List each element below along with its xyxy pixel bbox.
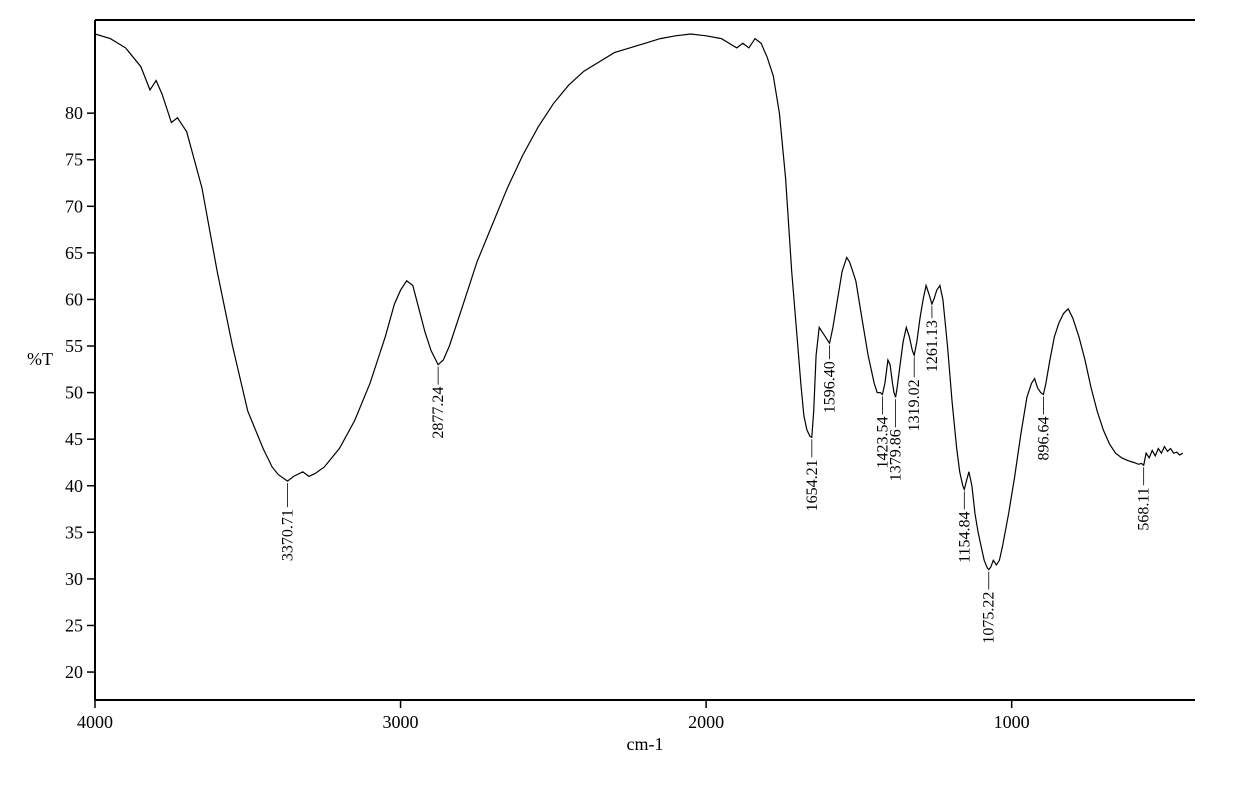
peak-label: 896.64 [1035,416,1052,460]
ytick-label: 80 [65,103,83,123]
ytick-label: 40 [65,476,83,496]
ytick-label: 50 [65,383,83,403]
xtick-label: 3000 [383,712,419,732]
ytick-label: 25 [65,615,83,635]
xtick-label: 2000 [688,712,724,732]
peak-label: 1654.21 [804,459,821,511]
ytick-label: 35 [65,522,83,542]
ytick-label: 60 [65,289,83,309]
peak-label: 568.11 [1136,487,1153,530]
y-axis-label: %T [27,349,53,369]
peak-label: 2877.24 [430,387,447,439]
x-axis-label: cm-1 [627,734,664,754]
xtick-label: 4000 [77,712,113,732]
peak-label: 3370.71 [280,509,297,561]
peak-label: 1379.86 [888,429,905,481]
ytick-label: 65 [65,243,83,263]
peak-label: 1596.40 [822,361,839,413]
peak-label: 1154.84 [956,511,973,562]
ytick-label: 75 [65,150,83,170]
ytick-label: 45 [65,429,83,449]
xtick-label: 1000 [994,712,1030,732]
peak-label: 1075.22 [981,592,998,644]
ytick-label: 70 [65,196,83,216]
ytick-label: 55 [65,336,83,356]
spectrum-svg: 20 25 30 35 40 45 50 55 60 65 70 75 80 4000 3000 2000 10… [0,0,1240,793]
ytick-label: 20 [65,662,83,682]
ir-spectrum-chart: 20 25 30 35 40 45 50 55 60 65 70 75 80 4000 3000 2000 10… [0,0,1240,793]
peak-label: 1319.02 [906,379,923,431]
peak-label: 1261.13 [924,320,941,372]
ytick-label: 30 [65,569,83,589]
spectrum-line [95,34,1183,570]
